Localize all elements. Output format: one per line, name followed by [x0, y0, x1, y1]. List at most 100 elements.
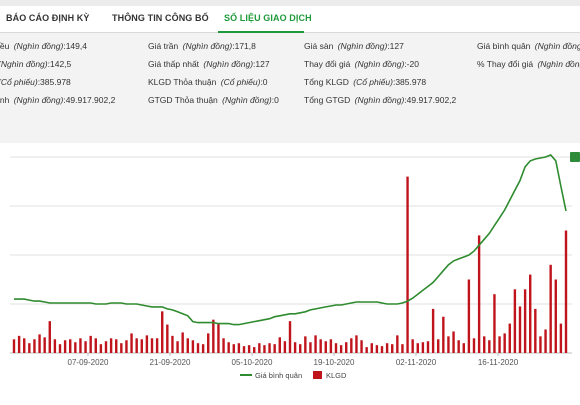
volume-bar: [109, 338, 113, 353]
tab-bar: BÁO CÁO ĐỊNH KỲ THÔNG TIN CÔNG BỐ SỐ LIỆ…: [0, 6, 580, 33]
stat-value: :0: [271, 95, 279, 105]
volume-bar: [212, 319, 215, 353]
stat-value: :149,4: [63, 41, 87, 51]
tab-trading-data[interactable]: SỐ LIỆU GIAO DỊCH: [224, 13, 312, 23]
stat-label: GTGD Thỏa thuận: [148, 95, 218, 105]
volume-bar: [375, 345, 379, 353]
volume-bar: [380, 346, 384, 353]
stat-unit: (Nghìn đồng): [537, 59, 580, 69]
stat-label: Thay đổi giá: [304, 59, 351, 69]
x-tick-label: 05-10-2020: [232, 358, 273, 367]
volume-bar: [421, 342, 425, 353]
volume-bar: [391, 344, 394, 353]
volume-bar: [161, 311, 164, 353]
volume-bar: [564, 230, 568, 353]
volume-bar: [28, 343, 31, 353]
volume-bar: [79, 338, 82, 353]
volume-bar: [17, 335, 21, 353]
volume-bar: [401, 344, 404, 353]
stat-1-1: iều (Nghìn đồng):149,4: [0, 41, 87, 51]
volume-bar: [263, 345, 266, 353]
volume-bar: [33, 339, 36, 353]
volume-bar: [498, 336, 501, 353]
volume-bar: [115, 339, 118, 353]
volume-bar: [365, 347, 368, 353]
stat-unit: (Nghìn đồng): [201, 59, 254, 69]
volume-bar: [242, 346, 246, 353]
stat-label: KLGD Thỏa thuận: [148, 77, 217, 87]
volume-bar: [457, 340, 460, 353]
volume-bar: [339, 345, 343, 353]
volume-bar: [324, 341, 327, 353]
volume-bar: [74, 342, 77, 353]
stat-label: Giá thấp nhất: [148, 59, 200, 69]
volume-bar: [350, 338, 353, 353]
stat-value: :385.978: [392, 77, 427, 87]
stat-label: ịnh: [0, 95, 10, 105]
volume-bar: [166, 324, 169, 353]
stat-4-2: % Thay đổi giá (Nghìn đồng): [477, 59, 580, 69]
volume-bar: [472, 338, 476, 353]
x-tick-label: 02-11-2020: [396, 358, 437, 367]
legend-bar-swatch: [313, 371, 322, 379]
volume-bar: [355, 335, 358, 353]
volume-bar: [140, 339, 143, 353]
stat-2-1: Giá trần (Nghìn đồng):171,8: [148, 41, 256, 51]
volume-bar: [483, 336, 486, 353]
stat-value: :385.978: [37, 77, 71, 87]
x-tick-label: 19-10-2020: [314, 358, 355, 367]
volume-bar: [447, 336, 450, 353]
volume-bar: [53, 339, 57, 353]
volume-bar: [130, 333, 133, 353]
volume-bar: [559, 323, 563, 353]
stat-3-2: Thay đổi giá (Nghìn đồng):-20: [304, 59, 419, 69]
volume-bar: [23, 338, 26, 353]
volume-bar: [467, 279, 471, 353]
stat-2-4: GTGD Thỏa thuận (Nghìn đồng):0: [148, 95, 279, 105]
stat-1-4: ịnh (Nghìn đồng):49.917.902,2: [0, 95, 115, 105]
volume-bar: [508, 323, 511, 353]
top-strip: [0, 0, 580, 6]
volume-bar: [278, 337, 281, 353]
stat-value: :0: [260, 77, 268, 87]
stat-value: :142,5: [47, 59, 72, 69]
expand-icon[interactable]: [570, 152, 580, 162]
stat-2-2: Giá thấp nhất (Nghìn đồng):127: [148, 59, 270, 69]
stat-label: iều: [0, 41, 10, 51]
x-tick-label: 07-09-2020: [68, 358, 109, 367]
volume-bar: [319, 339, 322, 353]
volume-bar: [207, 333, 210, 353]
volume-bar: [12, 339, 16, 353]
volume-bar: [155, 338, 159, 353]
volume-bar: [217, 323, 220, 353]
tab-periodic-report[interactable]: BÁO CÁO ĐỊNH KỲ: [6, 13, 90, 23]
volume-bar: [58, 344, 62, 353]
volume-bar: [554, 279, 557, 353]
volume-bar: [84, 341, 87, 353]
stat-label: Tổng KLGD: [304, 77, 349, 87]
volume-bar: [196, 343, 200, 353]
stat-unit: (Nghìn đồng): [352, 95, 405, 105]
volume-bar: [227, 342, 230, 353]
stat-value: :49.917.902,2: [404, 95, 457, 105]
stat-label: % Thay đổi giá: [477, 59, 534, 69]
stat-unit: (Cổ phiếu): [350, 77, 393, 87]
volume-bar: [437, 339, 440, 353]
volume-bar: [544, 329, 547, 353]
stat-3-4: Tổng GTGD (Nghìn đồng):49.917.902,2: [304, 95, 456, 105]
volume-bar: [396, 335, 399, 353]
active-tab-indicator: [218, 31, 304, 33]
price-volume-chart: 07-09-2020 21-09-2020 05-10-2020 19-10-2020…: [10, 154, 572, 380]
volume-bar: [549, 264, 552, 353]
stat-unit: (Nghìn đồng): [180, 41, 233, 51]
volume-bar: [99, 344, 103, 353]
volume-bar: [314, 335, 317, 353]
stat-value: :127: [387, 41, 404, 51]
volume-bar: [462, 343, 465, 353]
stat-4-1: Giá bình quân (Nghìn đồng): [477, 41, 580, 51]
volume-bar: [258, 343, 261, 353]
tab-disclosure-info[interactable]: THÔNG TIN CÔNG BỐ: [112, 13, 209, 23]
volume-bar: [150, 338, 154, 353]
volume-bar: [191, 340, 195, 353]
volume-bar: [334, 343, 338, 353]
